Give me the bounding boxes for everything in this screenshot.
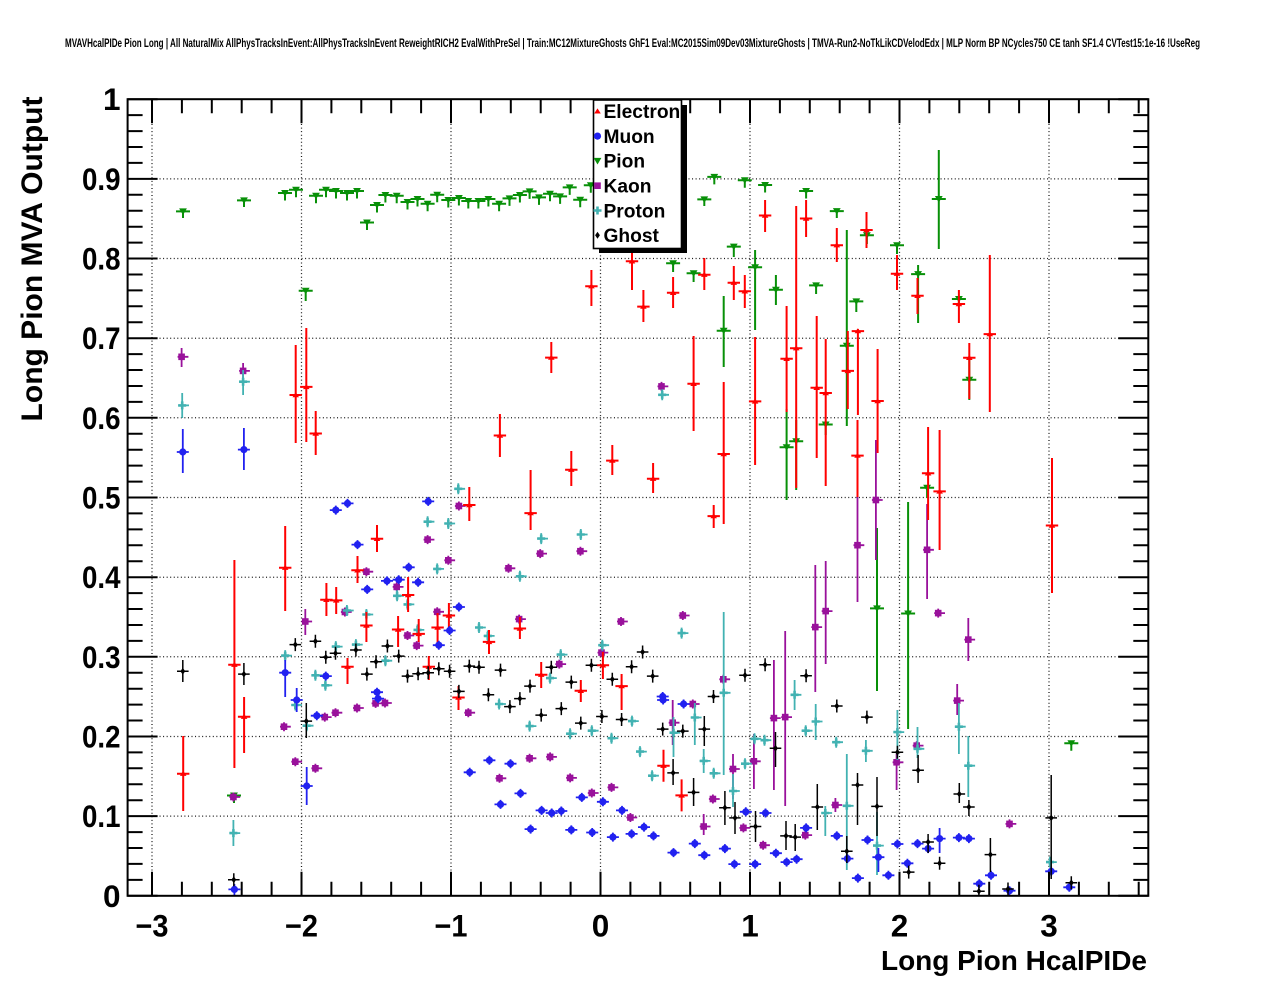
svg-text:−2: −2 (285, 908, 318, 944)
svg-text:Kaon: Kaon (604, 177, 652, 198)
svg-text:2: 2 (891, 908, 909, 944)
svg-text:Muon: Muon (604, 127, 655, 148)
svg-text:0.3: 0.3 (82, 639, 121, 675)
svg-text:0.9: 0.9 (82, 161, 121, 197)
svg-text:Electron: Electron (604, 102, 681, 123)
svg-text:0.4: 0.4 (82, 559, 121, 595)
svg-text:Long Pion HcalPIDe: Long Pion HcalPIDe (881, 945, 1147, 976)
svg-text:0.6: 0.6 (82, 400, 121, 436)
svg-text:MVAVHcalPIDe Pion Long | All N: MVAVHcalPIDe Pion Long | All NaturalMix … (65, 38, 1200, 50)
svg-text:Ghost: Ghost (604, 226, 660, 247)
svg-text:3: 3 (1040, 908, 1058, 944)
svg-text:0: 0 (592, 908, 610, 944)
svg-text:0.5: 0.5 (82, 480, 121, 516)
svg-text:1: 1 (103, 81, 121, 117)
svg-text:1: 1 (741, 908, 759, 944)
svg-text:0.8: 0.8 (82, 241, 121, 277)
svg-text:0.7: 0.7 (82, 320, 121, 356)
svg-text:Long Pion MVA Output: Long Pion MVA Output (16, 97, 49, 422)
svg-text:0.2: 0.2 (82, 719, 121, 755)
svg-text:−1: −1 (435, 908, 468, 944)
svg-text:0: 0 (103, 878, 121, 914)
svg-text:Pion: Pion (604, 152, 646, 173)
svg-text:Proton: Proton (604, 201, 666, 222)
svg-text:−3: −3 (136, 908, 169, 944)
svg-text:0.1: 0.1 (82, 798, 121, 834)
